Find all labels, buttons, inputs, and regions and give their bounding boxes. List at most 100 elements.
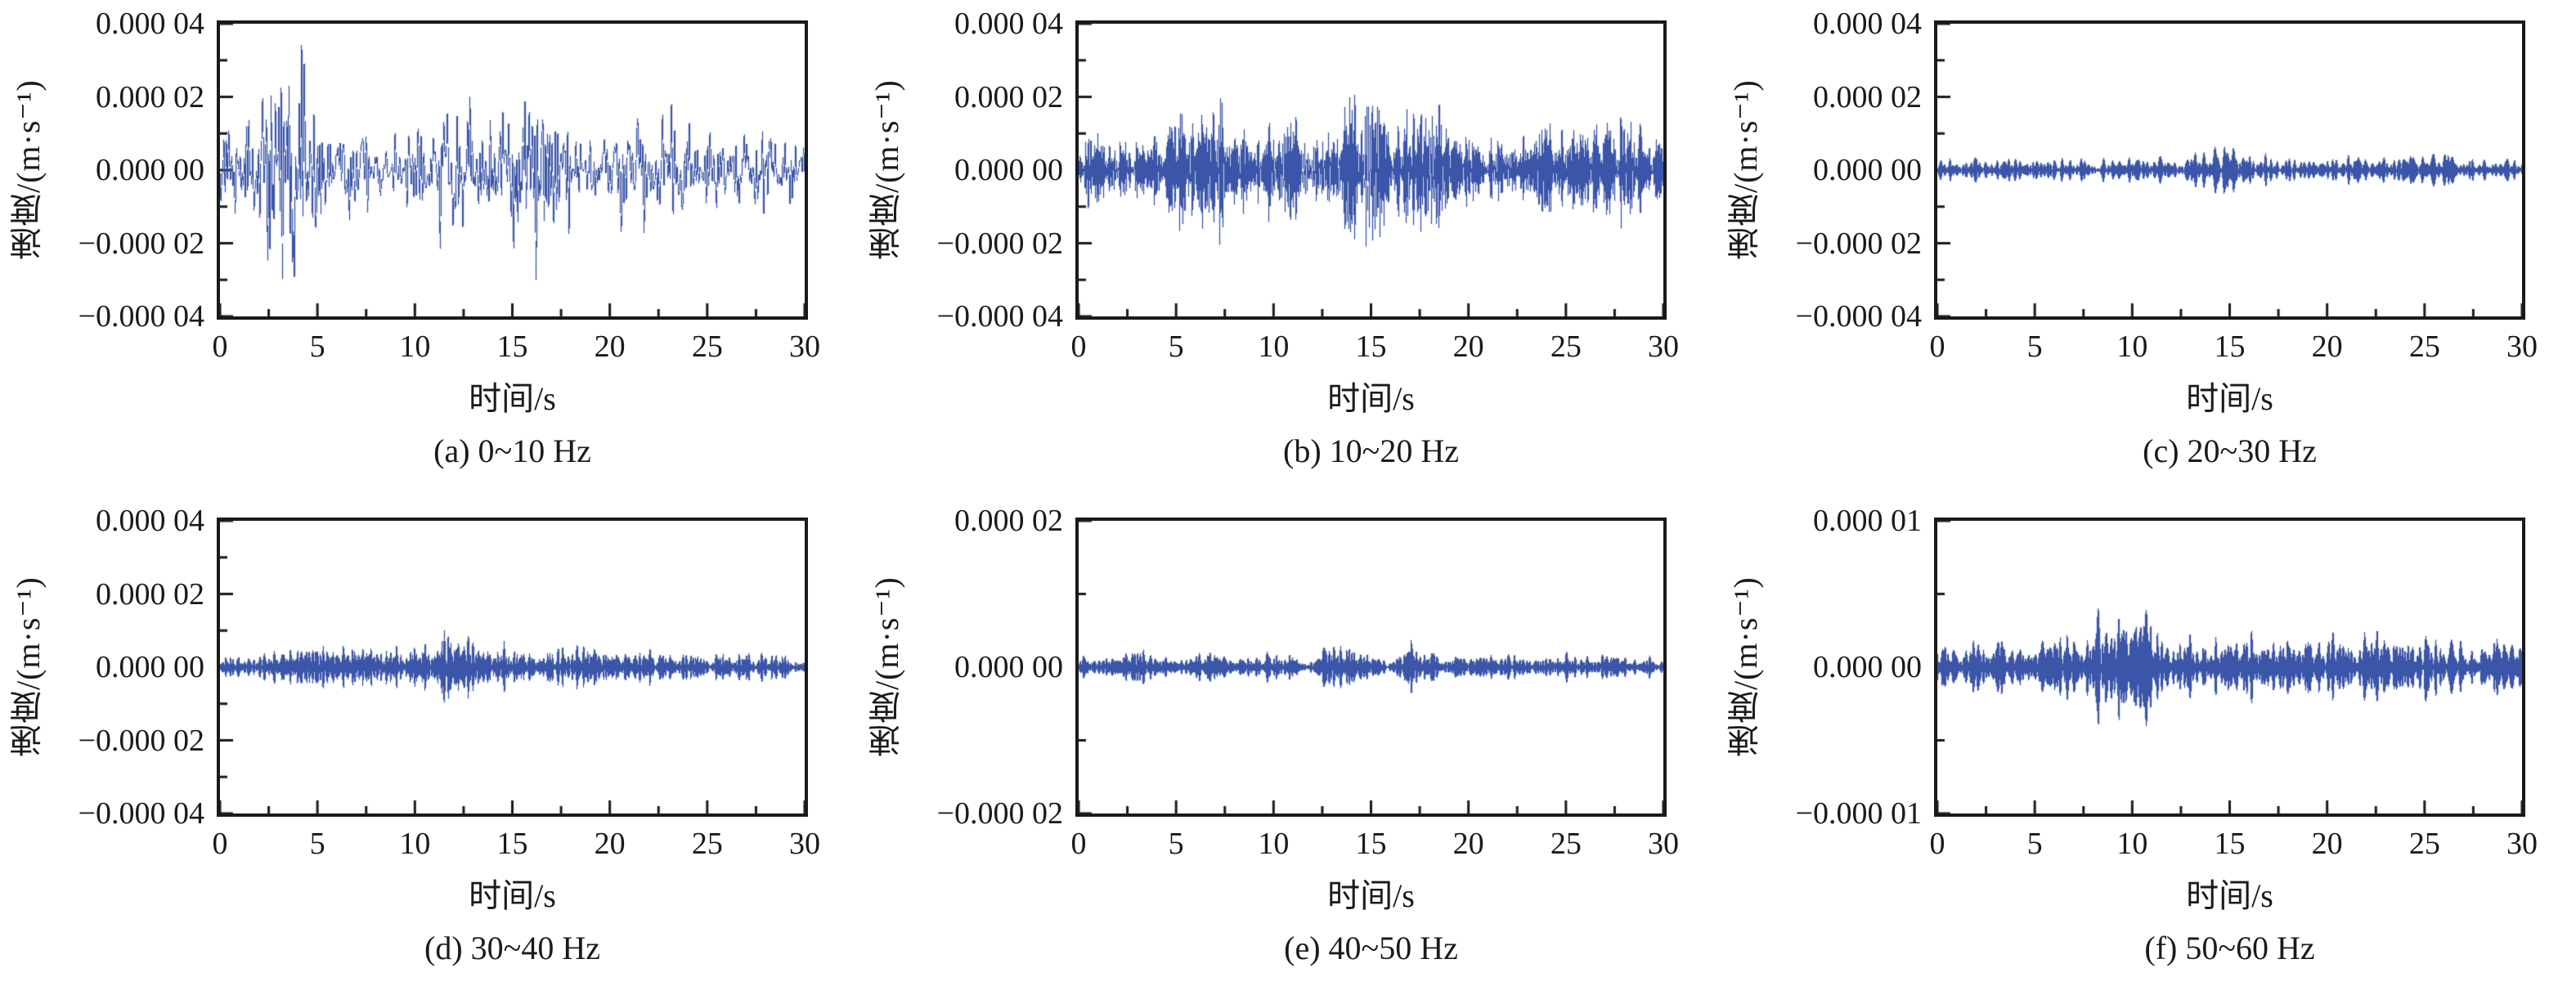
x-tick-label: 30 [789, 329, 820, 364]
x-tick-label: 0 [1070, 329, 1087, 364]
y-tick-label: −0.000 02 [936, 226, 1063, 261]
x-axis-title: 时间/s [2186, 380, 2273, 417]
x-tick-label: 10 [1258, 329, 1290, 364]
x-tick-label: 15 [2214, 827, 2246, 861]
y-tick-label: 0.000 00 [954, 153, 1063, 187]
y-tick-label: −0.000 04 [1795, 299, 1922, 334]
x-axis-tick-labels: 0 5 10 15 20 25 30 [1071, 327, 1680, 370]
x-tick-label: 25 [691, 827, 723, 861]
x-tick-label: 30 [1648, 329, 1679, 364]
x-tick-label: 0 [1929, 329, 1945, 364]
y-tick-label: 0.000 00 [96, 650, 204, 684]
subplot-c: 速度/(m·s⁻¹) 0.000 04 0.000 02 0.000 00 −0.00… [1717, 0, 2576, 497]
y-tick-label: 0.000 00 [96, 153, 204, 187]
x-tick-label: 30 [2506, 329, 2538, 364]
x-tick-label: 15 [496, 827, 528, 861]
x-tick-label: 5 [2026, 329, 2043, 364]
y-tick-label: 0.000 00 [1813, 153, 1922, 187]
waveform-canvas [1937, 521, 2522, 813]
x-tick-label: 25 [1550, 827, 1582, 861]
x-tick-label: 20 [1452, 329, 1484, 364]
x-tick-label: 20 [594, 329, 626, 364]
plot-area [1934, 20, 2525, 320]
y-tick-label: −0.000 04 [936, 299, 1063, 334]
x-tick-label: 30 [789, 827, 820, 861]
subplot-b: 速度/(m·s⁻¹) 0.000 04 0.000 02 0.000 00 −0.00… [859, 0, 1717, 497]
y-axis-tick-labels: 0.000 01 0.000 00 −0.000 01 [1717, 504, 1927, 831]
waveform-canvas [220, 521, 805, 813]
x-tick-label: 0 [212, 827, 228, 861]
x-tick-label: 10 [399, 827, 431, 861]
y-tick-label: 0.000 04 [96, 7, 204, 41]
x-axis-title: 时间/s [1327, 380, 1415, 417]
plot-area [1075, 518, 1667, 817]
subplot-caption: (b) 10~20 Hz [1283, 433, 1459, 469]
y-tick-label: 0.000 02 [954, 504, 1063, 538]
y-tick-label: 0.000 04 [96, 504, 204, 538]
plot-area [1934, 518, 2525, 817]
subplot-d: 速度/(m·s⁻¹) 0.000 04 0.000 02 0.000 00 −0.00… [0, 497, 859, 995]
plot-area [1075, 20, 1667, 320]
x-axis-tick-labels: 0 5 10 15 20 25 30 [1071, 824, 1680, 867]
subplot-caption: (d) 30~40 Hz [424, 930, 600, 966]
y-tick-label: 0.000 04 [954, 7, 1063, 41]
x-tick-label: 5 [2026, 827, 2043, 861]
subplot-caption: (e) 40~50 Hz [1284, 930, 1458, 966]
y-axis-tick-labels: 0.000 04 0.000 02 0.000 00 −0.000 02 −0.000 … [0, 7, 209, 334]
x-tick-label: 30 [1648, 827, 1679, 861]
y-axis-tick-labels: 0.000 04 0.000 02 0.000 00 −0.000 02 −0.000 … [1717, 7, 1927, 334]
x-tick-label: 25 [1550, 329, 1582, 364]
x-axis-tick-labels: 0 5 10 15 20 25 30 [213, 327, 821, 370]
x-axis-title: 时间/s [469, 380, 556, 417]
y-tick-label: 0.000 00 [1813, 650, 1922, 684]
waveform-canvas [1937, 24, 2522, 316]
y-tick-label: −0.000 02 [78, 226, 204, 261]
x-tick-label: 20 [2311, 827, 2343, 861]
x-axis-title: 时间/s [2186, 877, 2273, 914]
x-tick-label: 0 [1070, 827, 1087, 861]
x-tick-label: 20 [594, 827, 626, 861]
x-tick-label: 10 [2116, 329, 2148, 364]
x-tick-label: 20 [1452, 827, 1484, 861]
x-tick-label: 5 [1168, 827, 1184, 861]
y-tick-label: 0.000 02 [1813, 79, 1922, 114]
x-tick-label: 20 [2311, 329, 2343, 364]
x-tick-label: 15 [1355, 329, 1387, 364]
y-axis-tick-labels: 0.000 04 0.000 02 0.000 00 −0.000 02 −0.000 … [0, 504, 209, 831]
waveform-canvas [1079, 521, 1663, 813]
x-axis-title: 时间/s [1327, 877, 1415, 914]
waveform-canvas [220, 24, 805, 316]
x-tick-label: 15 [1355, 827, 1387, 861]
x-tick-label: 15 [496, 329, 528, 364]
y-tick-label: −0.000 02 [78, 723, 204, 758]
x-axis-tick-labels: 0 5 10 15 20 25 30 [1930, 824, 2538, 867]
subplot-caption: (a) 0~10 Hz [433, 433, 591, 469]
y-tick-label: −0.000 04 [78, 796, 204, 831]
x-tick-label: 10 [2116, 827, 2148, 861]
x-axis-tick-labels: 0 5 10 15 20 25 30 [1930, 327, 2538, 370]
y-tick-label: −0.000 02 [1795, 226, 1922, 261]
y-tick-label: −0.000 04 [78, 299, 204, 334]
x-tick-label: 10 [399, 329, 431, 364]
y-tick-label: 0.000 02 [96, 576, 204, 612]
x-tick-label: 10 [1258, 827, 1290, 861]
x-tick-label: 0 [212, 329, 228, 364]
waveform-canvas [1079, 24, 1663, 316]
subplot-caption: (c) 20~30 Hz [2143, 433, 2317, 469]
y-tick-label: −0.000 02 [936, 796, 1063, 831]
x-tick-label: 5 [309, 827, 325, 861]
y-tick-label: 0.000 04 [1813, 7, 1922, 41]
y-tick-label: 0.000 02 [96, 79, 204, 114]
y-tick-label: 0.000 02 [954, 79, 1063, 114]
x-tick-label: 15 [2214, 329, 2246, 364]
subplot-a: 速度/(m·s⁻¹) 0.000 04 0.000 02 0.000 00 −0.00… [0, 0, 859, 497]
x-tick-label: 5 [309, 329, 325, 364]
x-tick-label: 5 [1168, 329, 1184, 364]
x-tick-label: 25 [2408, 329, 2440, 364]
x-axis-tick-labels: 0 5 10 15 20 25 30 [213, 824, 821, 867]
x-tick-label: 0 [1929, 827, 1945, 861]
subplot-caption: (f) 50~60 Hz [2144, 930, 2315, 966]
